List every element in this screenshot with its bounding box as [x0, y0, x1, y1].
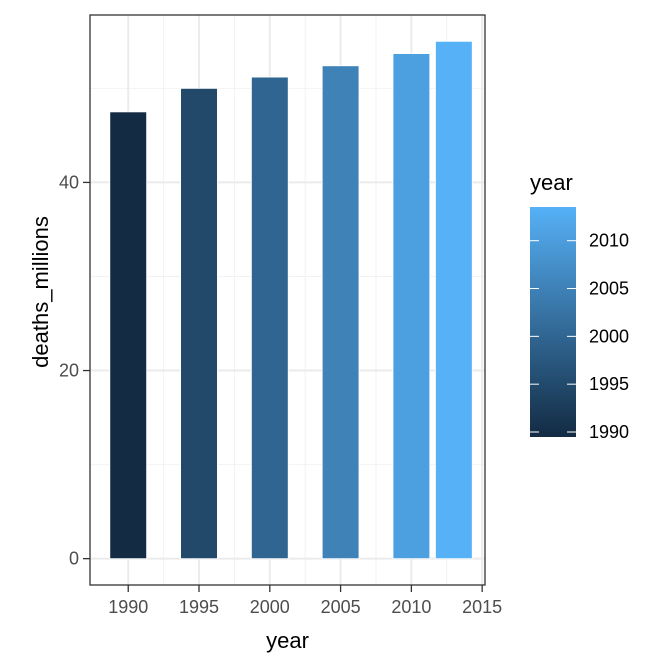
x-tick-label: 1990	[108, 597, 148, 617]
y-tick-label: 40	[59, 172, 79, 192]
bar-2010	[392, 53, 431, 560]
legend-tick-label: 2010	[589, 231, 629, 251]
legend-tick-label: 2000	[589, 326, 629, 346]
y-axis: 0 20 40	[59, 172, 90, 569]
x-axis: 1990 1995 2000 2005 2010 2015	[108, 585, 502, 617]
legend-ticks: 1990 1995 2000 2005 2010	[530, 231, 629, 442]
y-tick-label: 20	[59, 361, 79, 381]
y-axis-title: deaths_millions	[28, 216, 53, 368]
bar-1990	[109, 111, 148, 560]
bar-2013	[435, 40, 473, 560]
x-tick-label: 2005	[321, 597, 361, 617]
x-axis-title: year	[266, 628, 309, 653]
bar-2005	[321, 65, 360, 560]
legend-colorbar	[530, 207, 576, 437]
bar-1995	[180, 87, 218, 560]
x-tick-label: 1995	[179, 597, 219, 617]
legend-tick-label: 2005	[589, 279, 629, 299]
legend-tick-label: 1995	[589, 374, 629, 394]
legend-title: year	[530, 170, 573, 195]
x-tick-label: 2000	[250, 597, 290, 617]
y-tick-label: 0	[69, 549, 79, 569]
color-legend: year 1990 1995 2000 2005 2010	[530, 170, 629, 442]
bar-2000	[250, 76, 289, 560]
legend-tick-label: 1990	[589, 422, 629, 442]
bars	[109, 40, 473, 560]
x-tick-label: 2010	[391, 597, 431, 617]
x-tick-label: 2015	[462, 597, 502, 617]
plot-panel-border	[89, 14, 486, 586]
